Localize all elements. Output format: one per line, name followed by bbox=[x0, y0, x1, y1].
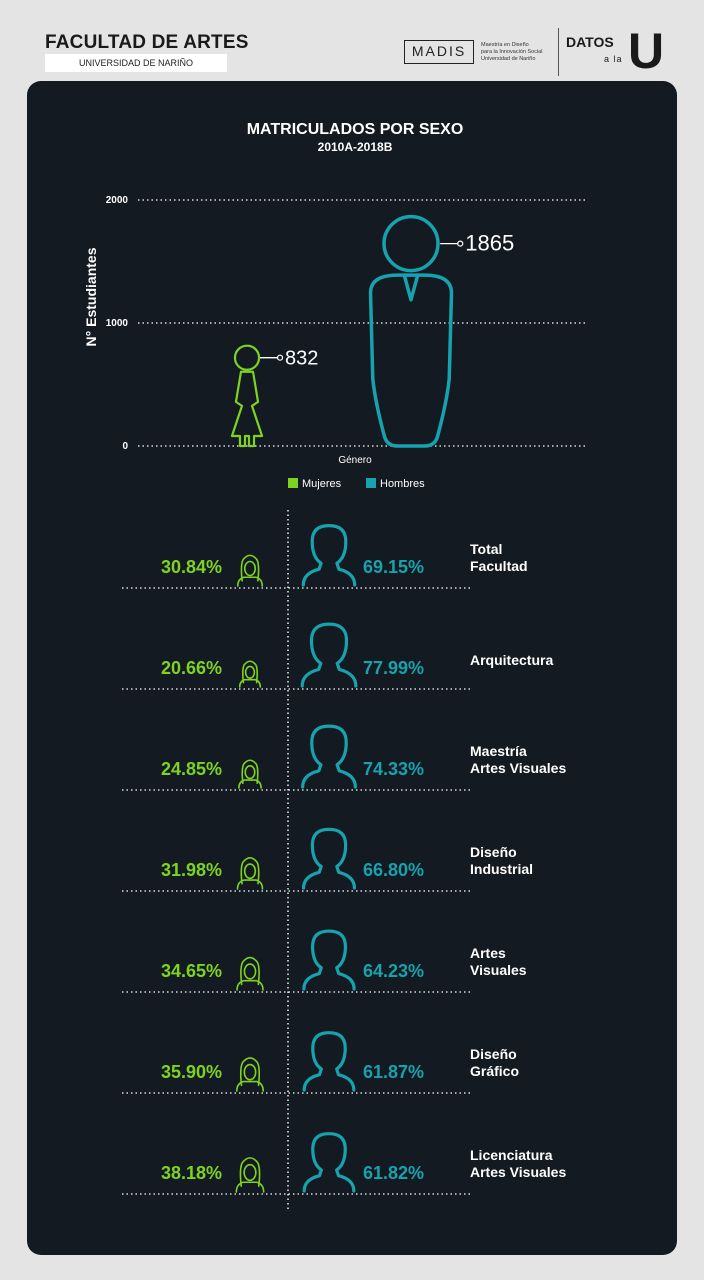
header-divider bbox=[558, 28, 559, 76]
female-percent: 35.90% bbox=[161, 1062, 222, 1082]
male-icon bbox=[301, 827, 357, 890]
female-percent: 30.84% bbox=[161, 557, 222, 577]
madis-logo: MADIS bbox=[404, 40, 474, 64]
male-percent: 64.23% bbox=[363, 961, 424, 981]
male-percent: 69.15% bbox=[363, 557, 424, 577]
madis-line-1: Maestría en Diseño bbox=[481, 42, 529, 48]
female-figure-bar bbox=[230, 344, 264, 448]
female-icon bbox=[238, 759, 262, 789]
male-icon bbox=[301, 724, 357, 789]
female-icon bbox=[238, 660, 262, 688]
category-label: Visuales bbox=[470, 962, 527, 978]
female-icon bbox=[236, 857, 264, 890]
madis-line-2: para la Innovación Social bbox=[481, 49, 543, 55]
madis-line-3: Universidad de Nariño bbox=[481, 56, 536, 62]
male-percent: 66.80% bbox=[363, 860, 424, 880]
faculty-title: FACULTAD DE ARTES bbox=[45, 32, 249, 53]
datos-logo-text: DATOS bbox=[566, 34, 614, 50]
female-percent: 24.85% bbox=[161, 759, 222, 779]
category-label: Gráfico bbox=[470, 1063, 519, 1079]
male-icon bbox=[302, 929, 356, 991]
category-label: Industrial bbox=[470, 861, 533, 877]
category-row: 20.66% 77.99% Arquitectura bbox=[122, 622, 553, 690]
male-icon bbox=[302, 1031, 356, 1092]
male-percent: 77.99% bbox=[363, 658, 424, 678]
category-label: Artes Visuales bbox=[470, 760, 566, 776]
ala-logo-text: a la bbox=[604, 54, 623, 64]
category-label: Licenciatura bbox=[470, 1147, 553, 1163]
value-leader-dot bbox=[276, 354, 284, 361]
legend-label: Hombres bbox=[380, 478, 425, 490]
category-label: Arquitectura bbox=[470, 652, 553, 668]
y-tick-label: 2000 bbox=[106, 195, 129, 206]
female-icon bbox=[236, 554, 264, 587]
legend-swatch bbox=[288, 478, 298, 488]
category-label: Artes Visuales bbox=[470, 1164, 566, 1180]
category-label: Diseño bbox=[470, 844, 517, 860]
male-percent: 61.82% bbox=[363, 1163, 424, 1183]
value-label: 832 bbox=[285, 348, 318, 370]
male-figure-bar bbox=[368, 214, 454, 448]
category-label: Total bbox=[470, 541, 502, 557]
female-percent: 20.66% bbox=[161, 658, 222, 678]
female-icon bbox=[235, 1157, 265, 1193]
value-label: 1865 bbox=[465, 231, 514, 256]
y-tick-label: 1000 bbox=[106, 318, 129, 329]
male-icon bbox=[302, 1132, 356, 1193]
value-leader-dot bbox=[457, 240, 464, 247]
male-icon bbox=[301, 524, 357, 587]
university-subtitle: UNIVERSIDAD DE NARIÑO bbox=[45, 54, 227, 72]
category-label: Maestría bbox=[470, 743, 527, 759]
female-icon bbox=[236, 956, 264, 991]
male-percent: 74.33% bbox=[363, 759, 424, 779]
chart-subtitle: 2010A-2018B bbox=[318, 140, 393, 154]
female-percent: 38.18% bbox=[161, 1163, 222, 1183]
category-label: Artes bbox=[470, 945, 506, 961]
y-axis-label: N° Estudiantes bbox=[83, 247, 99, 346]
female-percent: 34.65% bbox=[161, 961, 222, 981]
male-percent: 61.87% bbox=[363, 1062, 424, 1082]
legend-swatch bbox=[366, 478, 376, 488]
female-percent: 31.98% bbox=[161, 860, 222, 880]
y-tick-label: 0 bbox=[122, 441, 128, 452]
chart-title: MATRICULADOS POR SEXO bbox=[247, 121, 464, 138]
u-logo-letter: U bbox=[628, 23, 665, 79]
infographic-panel bbox=[27, 81, 677, 1255]
x-axis-label: Género bbox=[338, 455, 372, 466]
category-label: Facultad bbox=[470, 558, 528, 574]
female-icon bbox=[235, 1057, 265, 1092]
category-label: Diseño bbox=[470, 1046, 517, 1062]
male-icon bbox=[300, 622, 358, 688]
legend-label: Mujeres bbox=[302, 478, 342, 490]
